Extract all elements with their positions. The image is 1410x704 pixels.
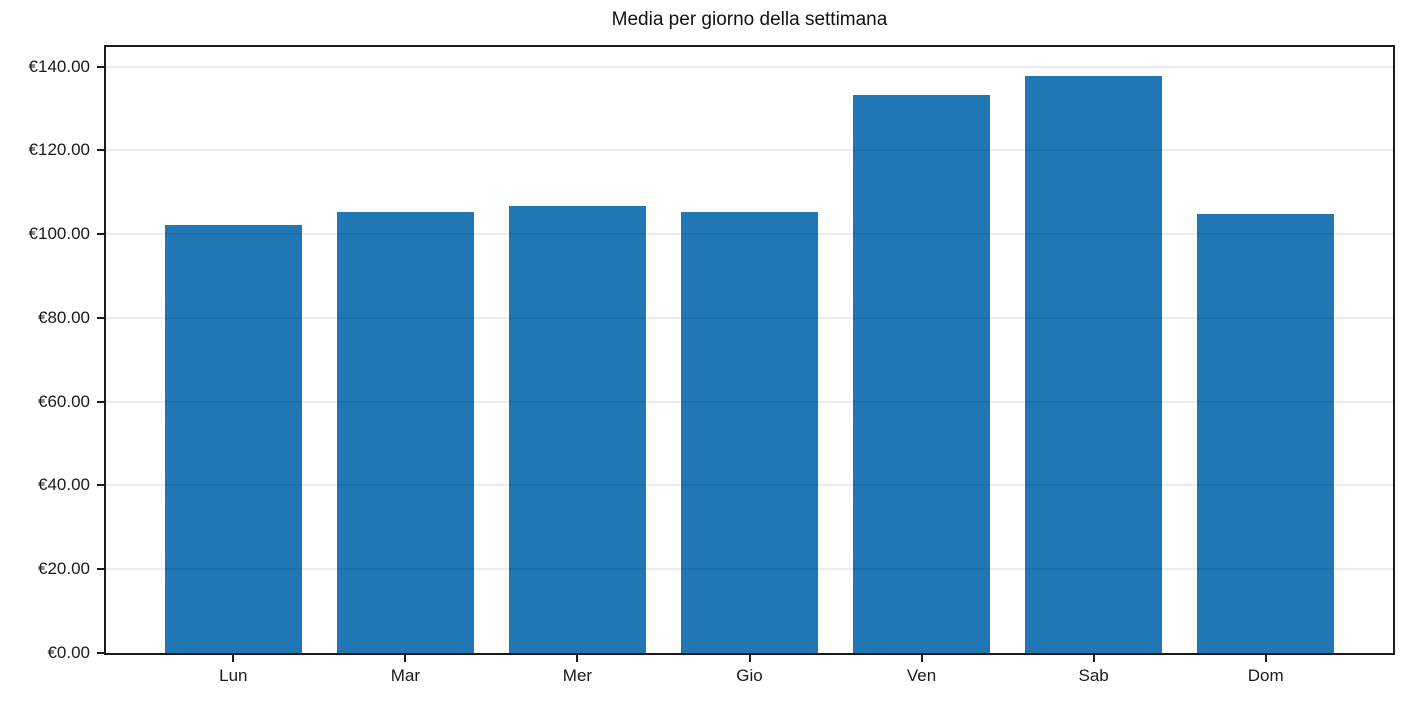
y-gridline: [106, 316, 1393, 319]
y-gridline: [106, 484, 1393, 487]
y-tick-label: €140.00: [28, 56, 90, 76]
x-tick-mark: [920, 655, 923, 662]
chart-title: Media per giorno della settimana: [611, 9, 888, 30]
y-gridline: [106, 400, 1393, 403]
y-tick-mark: [97, 65, 104, 68]
y-gridline: [106, 149, 1393, 152]
x-tick-label: Gio: [736, 666, 763, 685]
x-tick-label: Ven: [906, 666, 937, 685]
bar: [852, 95, 991, 653]
y-tick-label: €40.00: [38, 475, 90, 495]
y-tick-mark: [97, 652, 104, 654]
y-tick-mark: [97, 233, 104, 236]
bar: [1024, 75, 1163, 653]
x-tick-label: Lun: [219, 666, 248, 685]
y-tick-mark: [97, 316, 104, 319]
y-tick-label: €80.00: [38, 307, 90, 327]
plot-area: [104, 45, 1395, 655]
y-tick-mark: [97, 149, 104, 152]
y-tick-label: €0.00: [47, 643, 90, 662]
x-tick-mark: [404, 655, 407, 662]
y-gridline: [106, 233, 1393, 236]
y-tick-mark: [97, 484, 104, 487]
x-tick-mark: [748, 655, 751, 662]
x-tick-mark: [232, 655, 235, 662]
x-tick-label: Mar: [390, 666, 421, 685]
x-tick-label: Dom: [1247, 666, 1284, 685]
y-gridline: [106, 65, 1393, 68]
bar: [336, 211, 475, 653]
x-tick-label: Mer: [562, 666, 593, 685]
x-tick-mark: [1092, 655, 1095, 662]
x-tick-label: Sab: [1078, 666, 1109, 685]
y-tick-label: €120.00: [28, 140, 90, 160]
bar: [1196, 214, 1335, 653]
y-tick-mark: [97, 568, 104, 571]
y-tick-label: €20.00: [38, 559, 90, 579]
x-tick-mark: [576, 655, 579, 662]
y-tick-mark: [97, 400, 104, 403]
bar: [164, 224, 303, 653]
y-tick-label: €100.00: [28, 224, 90, 244]
bar: [680, 212, 819, 653]
x-tick-mark: [1264, 655, 1267, 662]
y-gridline: [106, 568, 1393, 571]
bar: [508, 205, 647, 653]
y-tick-label: €60.00: [38, 391, 90, 411]
